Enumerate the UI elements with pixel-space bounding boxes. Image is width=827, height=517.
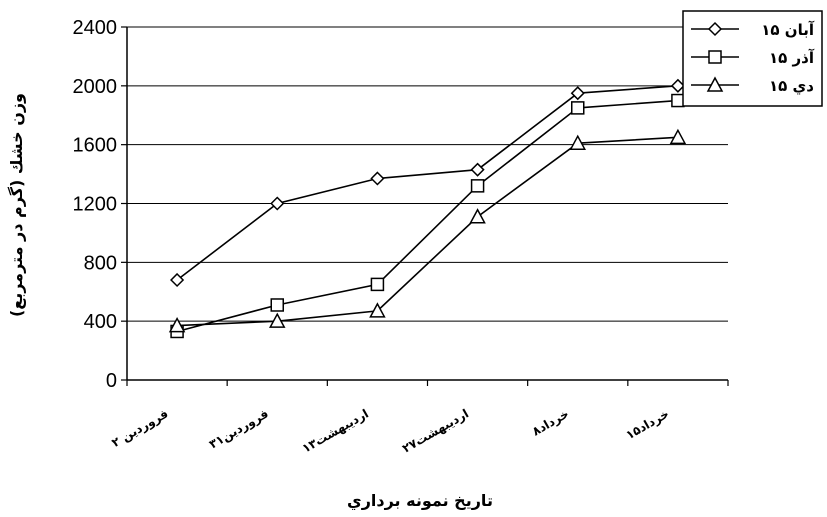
diamond-marker [670, 78, 685, 93]
series-line [177, 136, 678, 327]
triangle-marker [706, 76, 724, 92]
y-tick-label: 800 [84, 252, 117, 274]
square-marker [708, 50, 722, 64]
y-tick-label: 1600 [73, 135, 118, 157]
y-tick-label: 0 [106, 370, 117, 392]
y-tick-label: 400 [84, 311, 117, 333]
x-axis-title: تاريخ نمونه برداري [347, 491, 493, 511]
triangle-marker [569, 134, 587, 150]
y-tick-label: 2400 [73, 17, 118, 39]
diamond-marker [570, 86, 585, 101]
legend-label: ۱۵ دي [769, 77, 814, 96]
triangle-marker [369, 302, 386, 318]
series-lines [168, 78, 687, 339]
x-tick-label: ۸خرداد [530, 406, 572, 438]
triangle-marker [268, 312, 286, 328]
square-marker [470, 179, 485, 193]
diamond-marker [270, 196, 285, 211]
square-marker [571, 101, 585, 115]
x-tick-label: ۱۳ارديبهشت [300, 406, 371, 455]
y-tick-labels: 0 400 800 1200 1600 2000 2400 [73, 17, 118, 392]
y-tick-label: 2000 [73, 76, 118, 98]
diamond-marker [370, 171, 385, 186]
gridlines [127, 26, 728, 322]
square-marker [671, 93, 685, 108]
x-tick-label: ۲ فروردين [109, 406, 171, 450]
x-tick-label: ۳۱فروردين [207, 406, 271, 452]
square-marker [270, 298, 284, 312]
y-tick-label: 1200 [73, 194, 118, 216]
axes [121, 26, 729, 386]
x-tick-labels: ۲ فروردين ۳۱فروردين ۱۳ارديبهشت ۲۷ارديبهشت ۸خ… [109, 406, 671, 455]
series-line [176, 85, 678, 281]
x-tick-label: ۱۵خرداد [624, 406, 672, 442]
legend-label: ۱۵ آذر [769, 49, 815, 67]
triangle-marker [168, 316, 186, 333]
diamond-marker [170, 272, 185, 288]
x-tick-label: ۲۷ارديبهشت [400, 406, 471, 455]
diamond-marker [707, 21, 723, 37]
triangle-marker [469, 208, 486, 224]
series [170, 78, 685, 288]
y-axis-title: وزن خشك (گرم در مترمربع) [7, 93, 26, 317]
square-marker [370, 277, 385, 292]
series [168, 128, 687, 333]
legend: ۱۵ آبان ۱۵ آذر ۱۵ دي [682, 10, 823, 107]
diamond-marker [470, 162, 485, 177]
triangle-marker [669, 128, 687, 145]
series [170, 93, 685, 339]
series-line [176, 99, 678, 333]
legend-label: ۱۵ آبان [761, 21, 815, 39]
legend-box [682, 10, 823, 107]
